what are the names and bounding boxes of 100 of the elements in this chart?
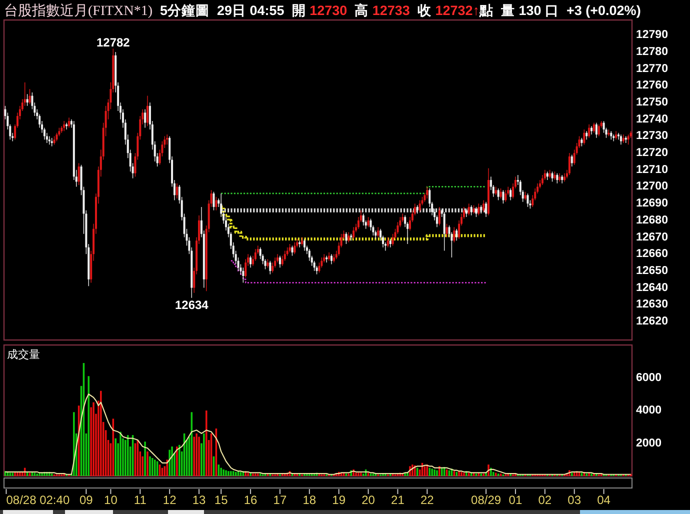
candlestick xyxy=(570,154,573,167)
candlestick xyxy=(345,232,348,244)
candlestick xyxy=(556,172,558,184)
candlestick xyxy=(291,245,294,256)
y-tick-label: 12790 xyxy=(636,29,668,42)
candlestick xyxy=(475,206,478,218)
candlestick xyxy=(426,186,428,199)
candlestick xyxy=(66,122,68,130)
y-tick-label: 12730 xyxy=(636,130,668,142)
candlestick xyxy=(144,108,146,128)
candlestick xyxy=(278,255,281,268)
x-tick-label: 17 xyxy=(273,493,287,507)
candlestick xyxy=(352,226,355,240)
x-tick-label: 04 xyxy=(597,493,611,507)
chart-subtitle: 5分鐘圖 29日 04:55 開 12730 高 12733 收 12732↑點 量 130 口 +3 (+0.02%) xyxy=(160,2,641,18)
candlestick xyxy=(453,226,456,243)
x-tick-label: 01 xyxy=(508,493,522,507)
chart-title: 成交量 xyxy=(7,348,40,361)
y-tick-label: 12760 xyxy=(636,80,668,92)
candlestick xyxy=(510,188,512,201)
candlestick xyxy=(568,152,570,176)
y-tick-label: 12670 xyxy=(636,231,668,244)
candlestick xyxy=(627,134,630,145)
y-tick-label: 12680 xyxy=(636,214,668,226)
candlestick xyxy=(250,255,252,268)
candlestick xyxy=(242,267,244,284)
x-tick-label: 15 xyxy=(214,493,228,507)
y-tick-label: 12710 xyxy=(636,164,668,176)
chart-title: 台股指數近月(FITXN*1) xyxy=(4,3,153,19)
candlestick xyxy=(46,132,48,144)
candlestick xyxy=(588,124,590,138)
candlestick xyxy=(326,255,328,263)
candlestick xyxy=(386,236,389,248)
x-tick-label: 21 xyxy=(391,493,405,507)
x-tick-label: 03 xyxy=(568,493,582,507)
candlestick xyxy=(269,260,272,275)
y-tick-label: 12780 xyxy=(636,46,668,58)
candlestick xyxy=(598,124,600,137)
y-tick-label: 12770 xyxy=(636,62,668,75)
text: 08/28 02:40 xyxy=(6,493,70,507)
candlestick xyxy=(68,117,70,128)
candlestick xyxy=(418,200,421,212)
candlestick xyxy=(583,129,586,145)
candlestick xyxy=(500,188,502,199)
y-tick-label: 12640 xyxy=(636,282,668,294)
y-tick-label: 12650 xyxy=(636,264,668,277)
y-tick-label: 6000 xyxy=(636,372,662,384)
candlestick xyxy=(595,122,598,138)
candlestick xyxy=(330,254,332,265)
x-tick-label: 10 xyxy=(104,493,118,507)
candlestick xyxy=(313,260,316,272)
candlestick xyxy=(551,171,554,182)
x-tick-label: 02 xyxy=(538,493,552,507)
candlestick xyxy=(502,190,504,204)
x-tick-label: 11 xyxy=(134,493,147,507)
y-tick-label: 12630 xyxy=(636,298,668,311)
candlestick xyxy=(259,247,262,260)
candlestick xyxy=(367,216,370,228)
y-tick-label: 2000 xyxy=(636,437,662,450)
y-tick-label: 12660 xyxy=(636,248,668,260)
candlestick xyxy=(438,206,440,226)
x-tick-label: 20 xyxy=(362,493,376,507)
x-tick-label: 12 xyxy=(162,493,177,507)
candlestick xyxy=(592,122,595,134)
x-tick-label: 08/29 xyxy=(471,493,502,507)
candlestick xyxy=(176,183,178,199)
candlestick xyxy=(443,212,446,252)
candlestick xyxy=(470,204,472,216)
y-tick-label: 12690 xyxy=(636,198,668,210)
x-tick-label: 19 xyxy=(332,493,346,507)
y-tick-label: 12700 xyxy=(636,180,668,193)
candlestick xyxy=(215,196,218,211)
y-tick-label: 12620 xyxy=(636,315,668,328)
candlestick xyxy=(526,193,529,208)
candlestick xyxy=(497,188,500,201)
candlestick xyxy=(446,223,448,238)
candlestick xyxy=(504,190,507,202)
x-tick-label: 09 xyxy=(80,493,94,507)
candlestick xyxy=(478,203,480,216)
annotation: 12782 xyxy=(96,36,130,50)
y-tick-label: 12740 xyxy=(636,113,668,126)
candlestick xyxy=(166,134,168,145)
line-series xyxy=(4,394,632,475)
candlestick xyxy=(28,88,31,105)
candlestick xyxy=(485,202,488,218)
candlestick xyxy=(26,94,28,106)
x-tick-label: 22 xyxy=(420,493,434,507)
candlestick xyxy=(63,120,66,132)
candlestick xyxy=(294,242,296,254)
y-tick-label: 4000 xyxy=(636,404,662,416)
candlestick xyxy=(482,200,485,212)
candlestick xyxy=(377,226,380,238)
x-tick-label: 18 xyxy=(302,493,316,507)
annotation: 12634 xyxy=(174,298,209,312)
candlestick xyxy=(468,203,470,216)
candlestick xyxy=(362,213,364,226)
candlestick xyxy=(78,162,80,186)
candlestick xyxy=(146,95,149,126)
candlestick xyxy=(304,238,306,252)
x-tick-label: 16 xyxy=(244,493,258,507)
